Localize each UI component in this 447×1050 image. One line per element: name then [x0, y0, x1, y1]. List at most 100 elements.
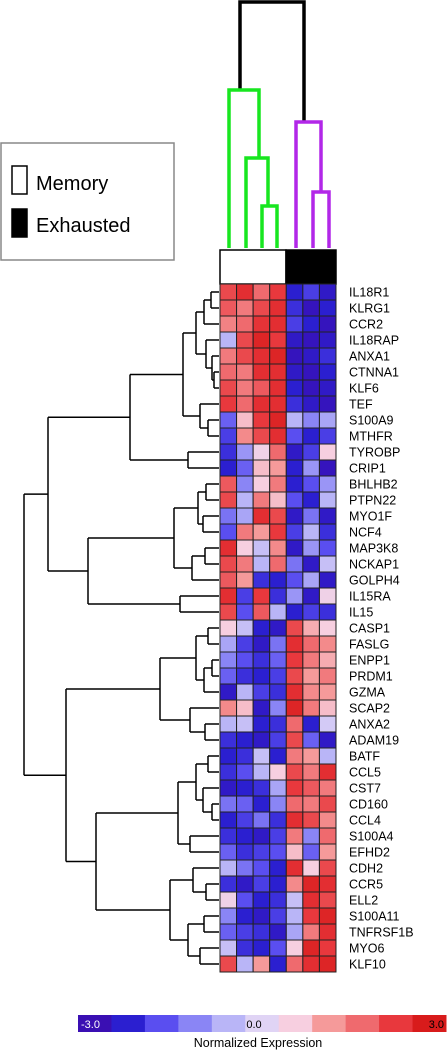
col-dendro-exhausted-1 — [294, 120, 323, 248]
row-label: CCR5 — [349, 878, 383, 892]
row-label: KLF6 — [349, 382, 379, 396]
row-dendrogram — [23, 291, 219, 965]
row-label: CCR2 — [349, 318, 383, 332]
heatmap-cell — [302, 779, 320, 797]
heatmap-cell — [269, 571, 287, 589]
heatmap-cell — [302, 923, 320, 941]
row-label: FASLG — [349, 638, 389, 652]
heatmap-cell — [318, 539, 337, 557]
heatmap-cell — [285, 315, 304, 333]
heatmap-cell — [302, 347, 320, 365]
heatmap-cell — [252, 571, 271, 589]
heatmap-cell — [318, 955, 337, 973]
heatmap-cell — [236, 907, 254, 925]
row-label: CCL5 — [349, 766, 381, 780]
heatmap-cell — [285, 619, 304, 637]
heatmap-cell — [219, 443, 238, 461]
heatmap-cell — [302, 299, 320, 317]
heatmap-cell — [302, 715, 320, 733]
row-label: MYO6 — [349, 942, 384, 956]
heatmap-cell — [285, 555, 304, 573]
heatmap-cell — [219, 731, 238, 749]
heatmap-cell — [269, 763, 287, 781]
heatmap-cell — [219, 379, 238, 397]
heatmap-cell — [219, 683, 238, 701]
heatmap-cell — [318, 843, 337, 861]
heatmap-cell — [269, 715, 287, 733]
heatmap-cell — [219, 811, 238, 829]
heatmap-cell — [236, 635, 254, 653]
heatmap-cell — [219, 875, 238, 893]
heatmap-cell — [285, 299, 304, 317]
row-label: CRIP1 — [349, 462, 386, 476]
heatmap-cell — [318, 395, 337, 413]
heatmap-cell — [285, 379, 304, 397]
heatmap-cell — [269, 843, 287, 861]
heatmap-cell — [269, 331, 287, 349]
heatmap-cell — [302, 891, 320, 909]
heatmap-cell — [269, 299, 287, 317]
legend-memory-label: Memory — [36, 173, 108, 195]
group-annotation-bar — [219, 249, 337, 285]
heatmap-cell — [236, 539, 254, 557]
heatmap-cell — [219, 843, 238, 861]
heatmap-cell — [269, 891, 287, 909]
color-scale-swatch — [312, 1015, 347, 1032]
heatmap-cell — [219, 635, 238, 653]
heatmap-cell — [252, 283, 271, 301]
heatmap-cell — [252, 939, 271, 957]
heatmap-cell — [219, 363, 238, 381]
heatmap-cell — [236, 667, 254, 685]
heatmap-cell — [269, 459, 287, 477]
heatmap-cell — [269, 699, 287, 717]
row-label: IL15 — [349, 606, 373, 620]
heatmap-cell — [219, 587, 238, 605]
row-label: S100A11 — [349, 910, 400, 924]
heatmap-cell — [236, 299, 254, 317]
heatmap-cell — [285, 459, 304, 477]
heatmap-cell — [236, 507, 254, 525]
heatmap-cell — [318, 731, 337, 749]
heatmap-cell — [269, 539, 287, 557]
heatmap-cell — [269, 859, 287, 877]
heatmap-cell — [302, 331, 320, 349]
heatmap-cell — [219, 651, 238, 669]
heatmap-cell — [269, 635, 287, 653]
scale-label-min: -3.0 — [81, 1019, 100, 1031]
row-label: S100A4 — [349, 830, 394, 844]
heatmap-cell — [236, 859, 254, 877]
heatmap-cell — [302, 651, 320, 669]
row-label: ELL2 — [349, 894, 378, 908]
heatmap-cell — [302, 699, 320, 717]
heatmap-cell — [302, 731, 320, 749]
row-label: IL15RA — [349, 590, 391, 604]
heatmap-cell — [269, 955, 287, 973]
heatmap-cell — [252, 395, 271, 413]
heatmap-cell — [285, 859, 304, 877]
heatmap-cell — [252, 475, 271, 493]
heatmap-cell — [318, 651, 337, 669]
heatmap-cell — [269, 395, 287, 413]
heatmap-cell — [318, 683, 337, 701]
heatmap-cell — [302, 555, 320, 573]
color-scale-swatch — [211, 1015, 246, 1032]
heatmap-cell — [236, 939, 254, 957]
heatmap-cell — [285, 635, 304, 653]
heatmap-cell — [236, 427, 254, 445]
heatmap-cell — [236, 875, 254, 893]
heatmap-cell — [269, 363, 287, 381]
heatmap-cell — [302, 747, 320, 765]
color-scale-swatch — [78, 1015, 112, 1032]
heatmap-cell — [318, 619, 337, 637]
heatmap-cell — [285, 395, 304, 413]
heatmap-cell — [302, 411, 320, 429]
row-label: MYO1F — [349, 510, 392, 524]
heatmap-cell — [236, 811, 254, 829]
heatmap-cell — [285, 811, 304, 829]
group-legend: Memory Exhausted — [0, 142, 175, 261]
heatmap-cell — [318, 811, 337, 829]
heatmap-cell — [302, 635, 320, 653]
column-dendrogram — [227, 0, 331, 248]
heatmap-cell — [318, 699, 337, 717]
heatmap-cell — [285, 715, 304, 733]
